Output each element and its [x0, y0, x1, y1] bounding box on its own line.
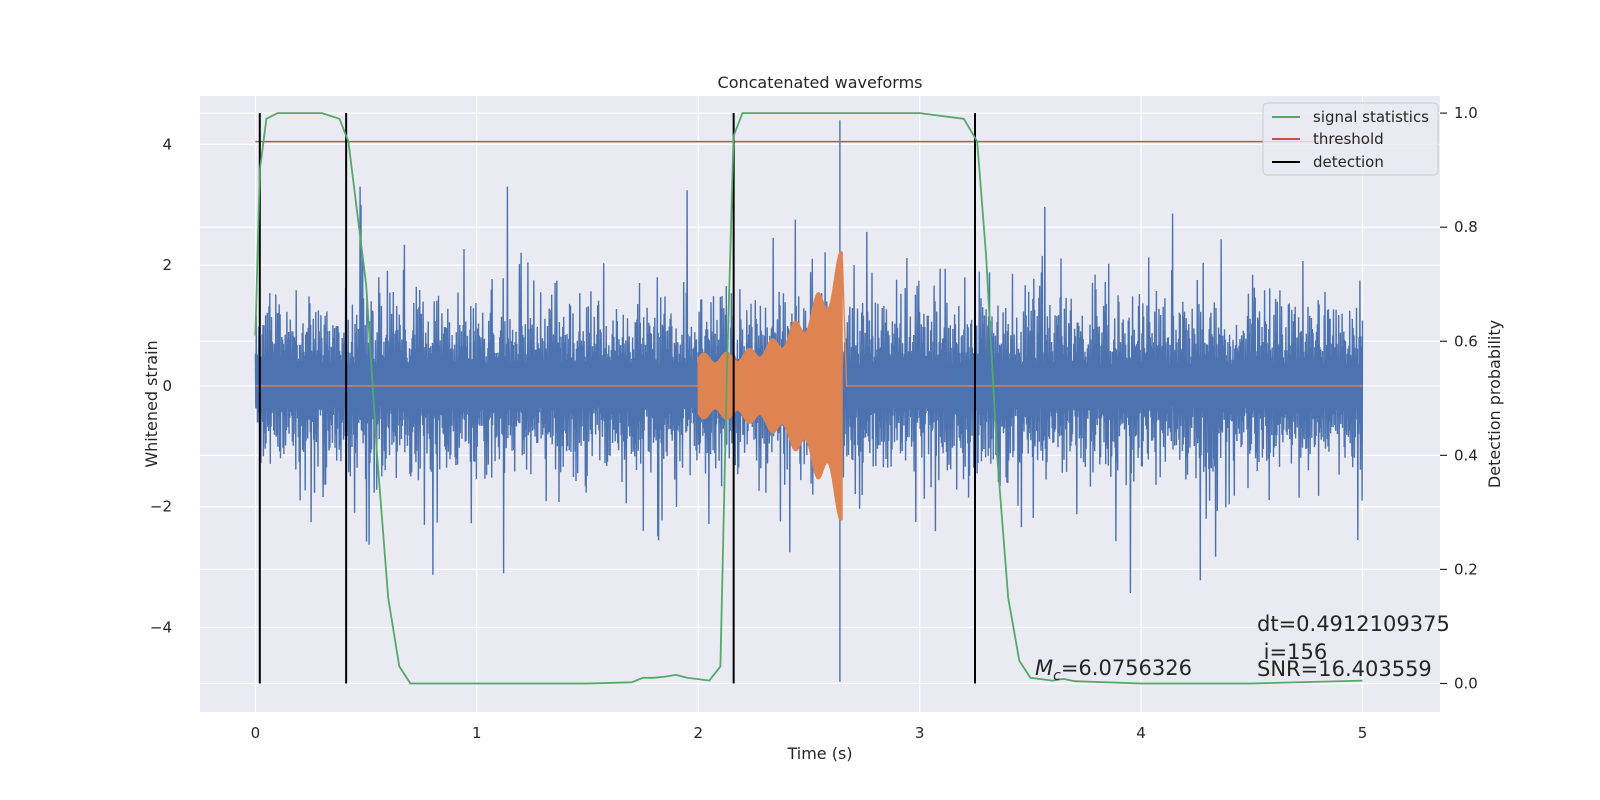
plot-area — [254, 112, 1374, 685]
x-axis-ticks: 0 1 2 3 4 5 — [251, 724, 1368, 742]
legend: signal statistics threshold detection — [1262, 102, 1439, 176]
legend-label-detection: detection — [1313, 153, 1384, 171]
x-tick-label-3: 3 — [915, 724, 925, 742]
signal-statistics-line — [254, 112, 1363, 685]
right-tick-label-5: 1.0 — [1454, 104, 1478, 122]
detection-lines — [258, 113, 976, 684]
legend-label-threshold: threshold — [1313, 130, 1384, 148]
right-tick-label-2: 0.4 — [1454, 446, 1478, 464]
x-tick-label-1: 1 — [472, 724, 482, 742]
chirp-mass-value: =6.0756326 — [1061, 656, 1192, 680]
dt-annotation: dt=0.4912109375 — [1257, 612, 1450, 636]
chirp-mass-annotation: Mc=6.0756326 — [1035, 656, 1192, 684]
right-tick-label-0: 0.0 — [1454, 674, 1478, 692]
snr-annotation: SNR=16.403559 — [1257, 657, 1432, 681]
y-tick-label-3: 2 — [162, 256, 172, 274]
x-tick-label-4: 4 — [1136, 724, 1146, 742]
right-tick-label-1: 0.2 — [1454, 560, 1478, 578]
y-axis-ticks: −4 −2 0 2 4 — [150, 135, 172, 636]
x-axis-label: Time (s) — [786, 744, 852, 763]
chart-title: Concatenated waveforms — [718, 73, 923, 92]
right-y-axis-ticks: 0.0 0.2 0.4 0.6 0.8 1.0 — [1440, 104, 1478, 692]
y-axis-label: Whitened strain — [142, 340, 161, 467]
right-tick-label-3: 0.6 — [1454, 332, 1478, 350]
chirp-mass-symbol: M — [1035, 656, 1053, 680]
y-tick-label-0: −4 — [150, 618, 172, 636]
x-tick-label-5: 5 — [1358, 724, 1368, 742]
legend-label-signal-statistics: signal statistics — [1313, 108, 1429, 126]
y-tick-label-2: 0 — [162, 377, 172, 395]
index-annotation: i=156 — [1257, 640, 1327, 664]
chirp-mass-subscript: c — [1053, 668, 1061, 684]
legend-box — [1262, 102, 1439, 176]
x-tick-label-0: 0 — [251, 724, 261, 742]
x-tick-label-2: 2 — [693, 724, 703, 742]
right-y-axis-label: Detection probability — [1485, 320, 1504, 488]
y-tick-label-1: −2 — [150, 498, 172, 516]
injection-series-line — [255, 251, 1363, 521]
y-tick-label-4: 4 — [162, 135, 172, 153]
right-tick-label-4: 0.8 — [1454, 218, 1478, 236]
